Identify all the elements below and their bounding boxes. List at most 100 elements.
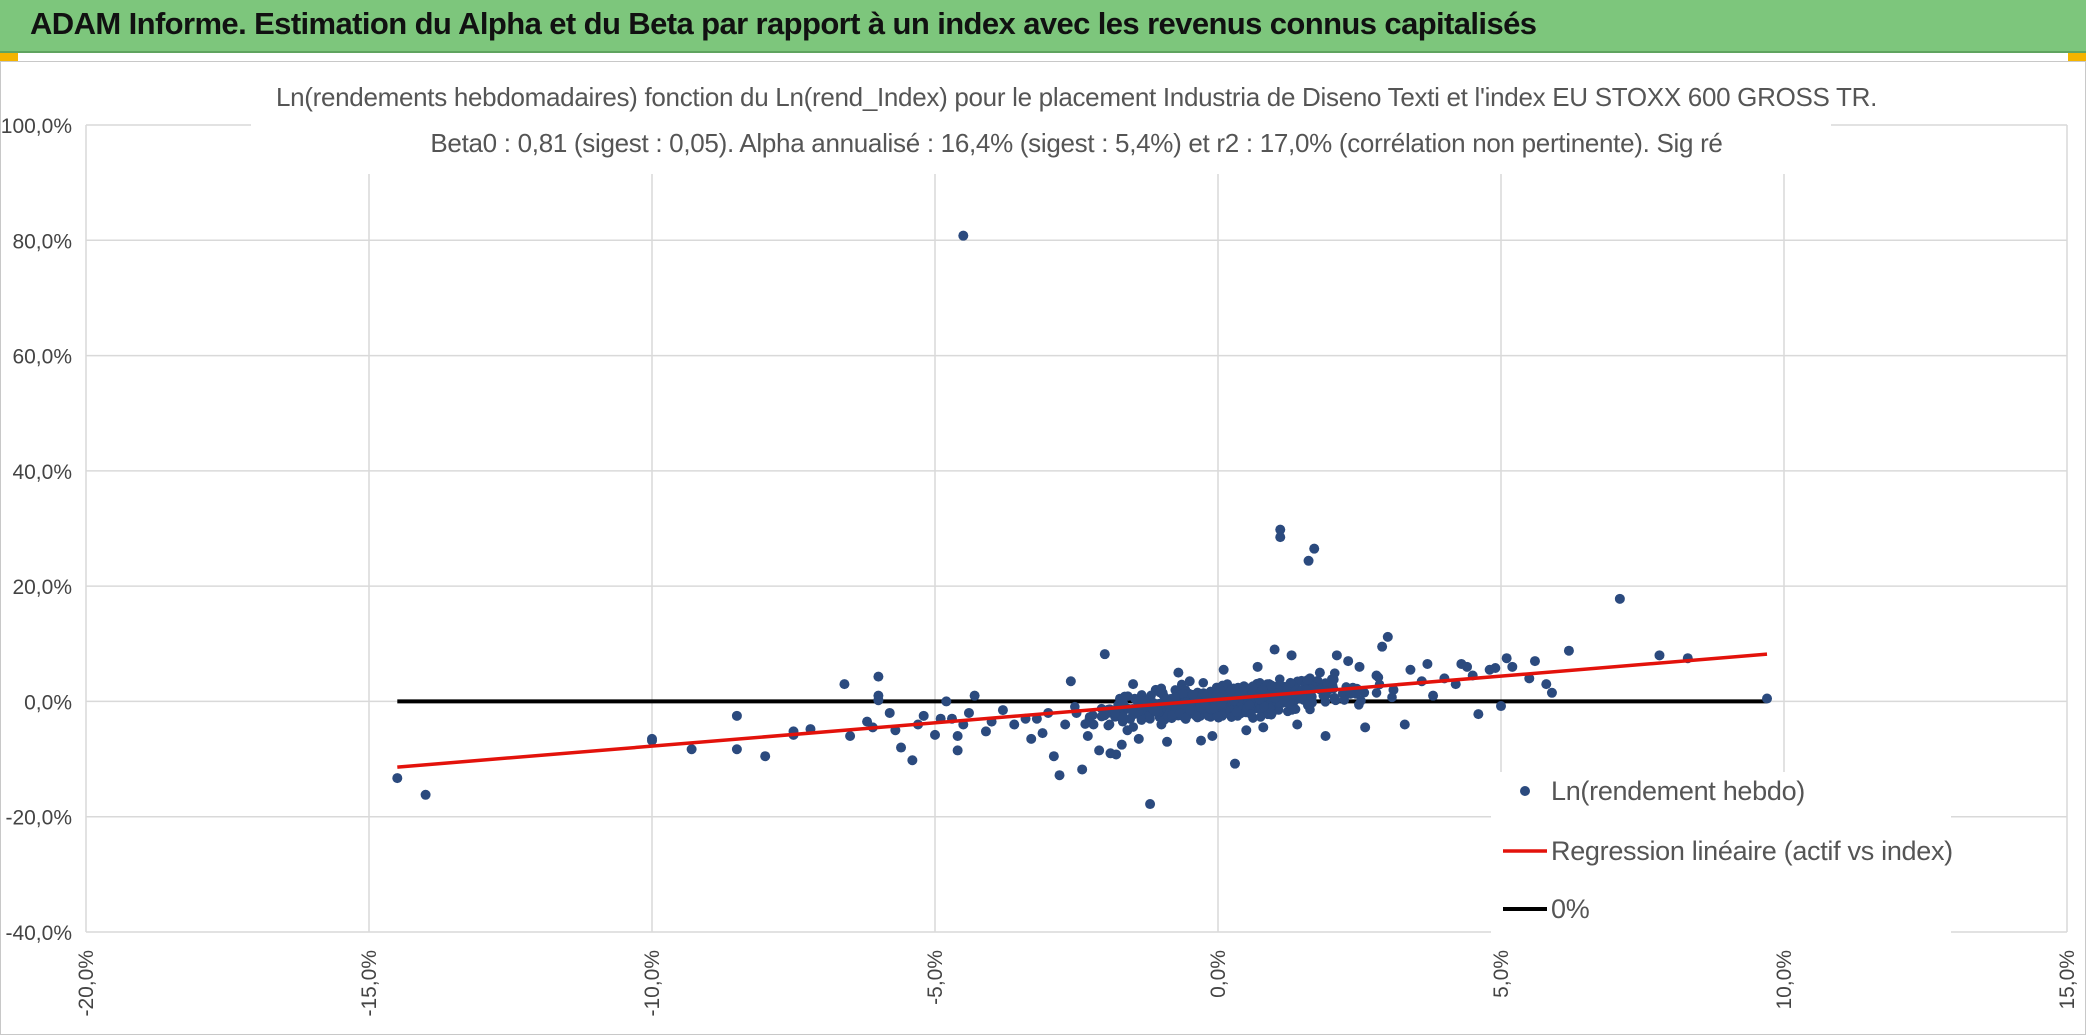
scatter-point — [1196, 735, 1207, 746]
scatter-point — [1082, 731, 1093, 742]
scatter-point — [1275, 532, 1286, 543]
x-tick-label: -20,0% — [75, 950, 98, 1017]
y-tick-label: 100,0% — [1, 115, 72, 138]
scatter-point — [1343, 656, 1354, 667]
scatter-point — [1173, 667, 1184, 678]
y-tick-label: -20,0% — [5, 807, 72, 830]
x-tick-label: -10,0% — [641, 950, 664, 1017]
y-tick-label: -40,0% — [5, 922, 72, 945]
scatter-point — [1490, 662, 1501, 673]
y-tick-label: 0,0% — [24, 691, 72, 714]
scatter-point — [1388, 684, 1399, 695]
scatter-point — [1762, 693, 1773, 704]
scatter-point — [952, 731, 963, 742]
scatter-point — [1009, 719, 1020, 730]
scatter-point — [1286, 650, 1297, 661]
scatter-point — [1255, 712, 1266, 722]
scatter-point — [1304, 698, 1314, 709]
scatter-point — [1026, 733, 1037, 744]
page-title: ADAM Informe. Estimation du Alpha et du … — [30, 6, 1537, 41]
scatter-point — [1212, 711, 1223, 722]
scatter-point — [873, 671, 884, 682]
legend-background — [1491, 772, 1951, 942]
scatter-point — [1178, 689, 1188, 699]
scatter-point — [1275, 524, 1286, 535]
scatter-point — [1207, 731, 1218, 742]
scatter-point — [1208, 703, 1219, 714]
scatter-point — [1269, 644, 1280, 655]
scatter-point — [969, 690, 980, 701]
scatter-point — [1054, 770, 1065, 781]
scatter-point — [1428, 690, 1439, 701]
scatter-point — [1077, 764, 1088, 775]
scatter-point — [1145, 799, 1156, 810]
scatter-point — [1422, 658, 1433, 669]
regression-line — [397, 652, 1768, 769]
scatter-point — [845, 731, 856, 742]
scatter-point — [1371, 688, 1382, 698]
scatter-point — [918, 710, 929, 721]
scatter-point — [1128, 679, 1139, 690]
scatter-point — [1546, 687, 1557, 698]
scatter-point — [1339, 695, 1350, 705]
scatter-point — [1229, 758, 1240, 769]
scatter-point — [1541, 679, 1552, 690]
scatter-point — [1167, 710, 1177, 720]
corner-marker-left — [0, 53, 18, 61]
scatter-point — [1399, 719, 1410, 730]
scatter-point — [1292, 719, 1303, 730]
scatter-point — [1354, 700, 1364, 710]
x-tick-label: -5,0% — [924, 950, 947, 1005]
scatter-point — [1614, 593, 1625, 604]
scatter-point — [1188, 689, 1198, 700]
scatter-chart: -40,0%-20,0%0,0%20,0%40,0%60,0%80,0%100,… — [1, 62, 2079, 1017]
y-tick-label: 40,0% — [12, 461, 72, 484]
scatter-point — [896, 742, 907, 753]
scatter-point — [1354, 661, 1365, 672]
chart-subtitle-line: Ln(rendements hebdomadaires) fonction du… — [276, 82, 1877, 112]
scatter-point — [1529, 656, 1540, 667]
scatter-point — [980, 726, 991, 737]
scatter-point — [1258, 722, 1269, 733]
scatter-point — [1116, 739, 1127, 750]
scatter-point — [884, 707, 895, 718]
scatter-point — [930, 729, 940, 740]
scatter-point — [952, 745, 963, 756]
scatter-point — [647, 733, 657, 744]
scatter-point — [1084, 712, 1095, 722]
scatter-point — [1111, 749, 1122, 760]
scatter-point — [1155, 687, 1165, 698]
scatter-point — [1138, 696, 1148, 707]
scatter-point — [1218, 664, 1229, 675]
x-tick-label: 0,0% — [1207, 950, 1230, 998]
x-tick-label: -15,0% — [358, 950, 381, 1017]
scatter-point — [1266, 681, 1277, 692]
scatter-point — [1099, 649, 1110, 660]
scatter-point — [392, 773, 403, 784]
scatter-point — [1329, 694, 1340, 705]
scatter-point — [1320, 731, 1331, 742]
scatter-point — [1331, 650, 1342, 661]
scatter-point — [1080, 719, 1090, 729]
scatter-point — [1507, 661, 1518, 672]
scatter-point — [1198, 677, 1209, 688]
scatter-point — [1345, 689, 1356, 699]
scatter-point — [1501, 653, 1512, 664]
scatter-point — [1162, 736, 1173, 747]
scatter-point — [1048, 751, 1059, 762]
scatter-point — [1119, 691, 1130, 702]
title-bar: ADAM Informe. Estimation du Alpha et du … — [0, 0, 2086, 53]
scatter-point — [1241, 725, 1252, 736]
scatter-point — [1226, 685, 1236, 696]
scatter-point — [1654, 650, 1665, 661]
scatter-point — [839, 679, 850, 690]
scatter-point — [1215, 699, 1226, 710]
scatter-point — [1285, 677, 1296, 688]
scatter-point — [1096, 711, 1107, 722]
scatter-point — [1302, 675, 1313, 685]
scatter-point — [1405, 664, 1416, 675]
scatter-point — [1252, 661, 1263, 672]
scatter-point — [1563, 645, 1574, 656]
scatter-point — [1377, 641, 1388, 652]
scatter-point — [1387, 692, 1397, 703]
